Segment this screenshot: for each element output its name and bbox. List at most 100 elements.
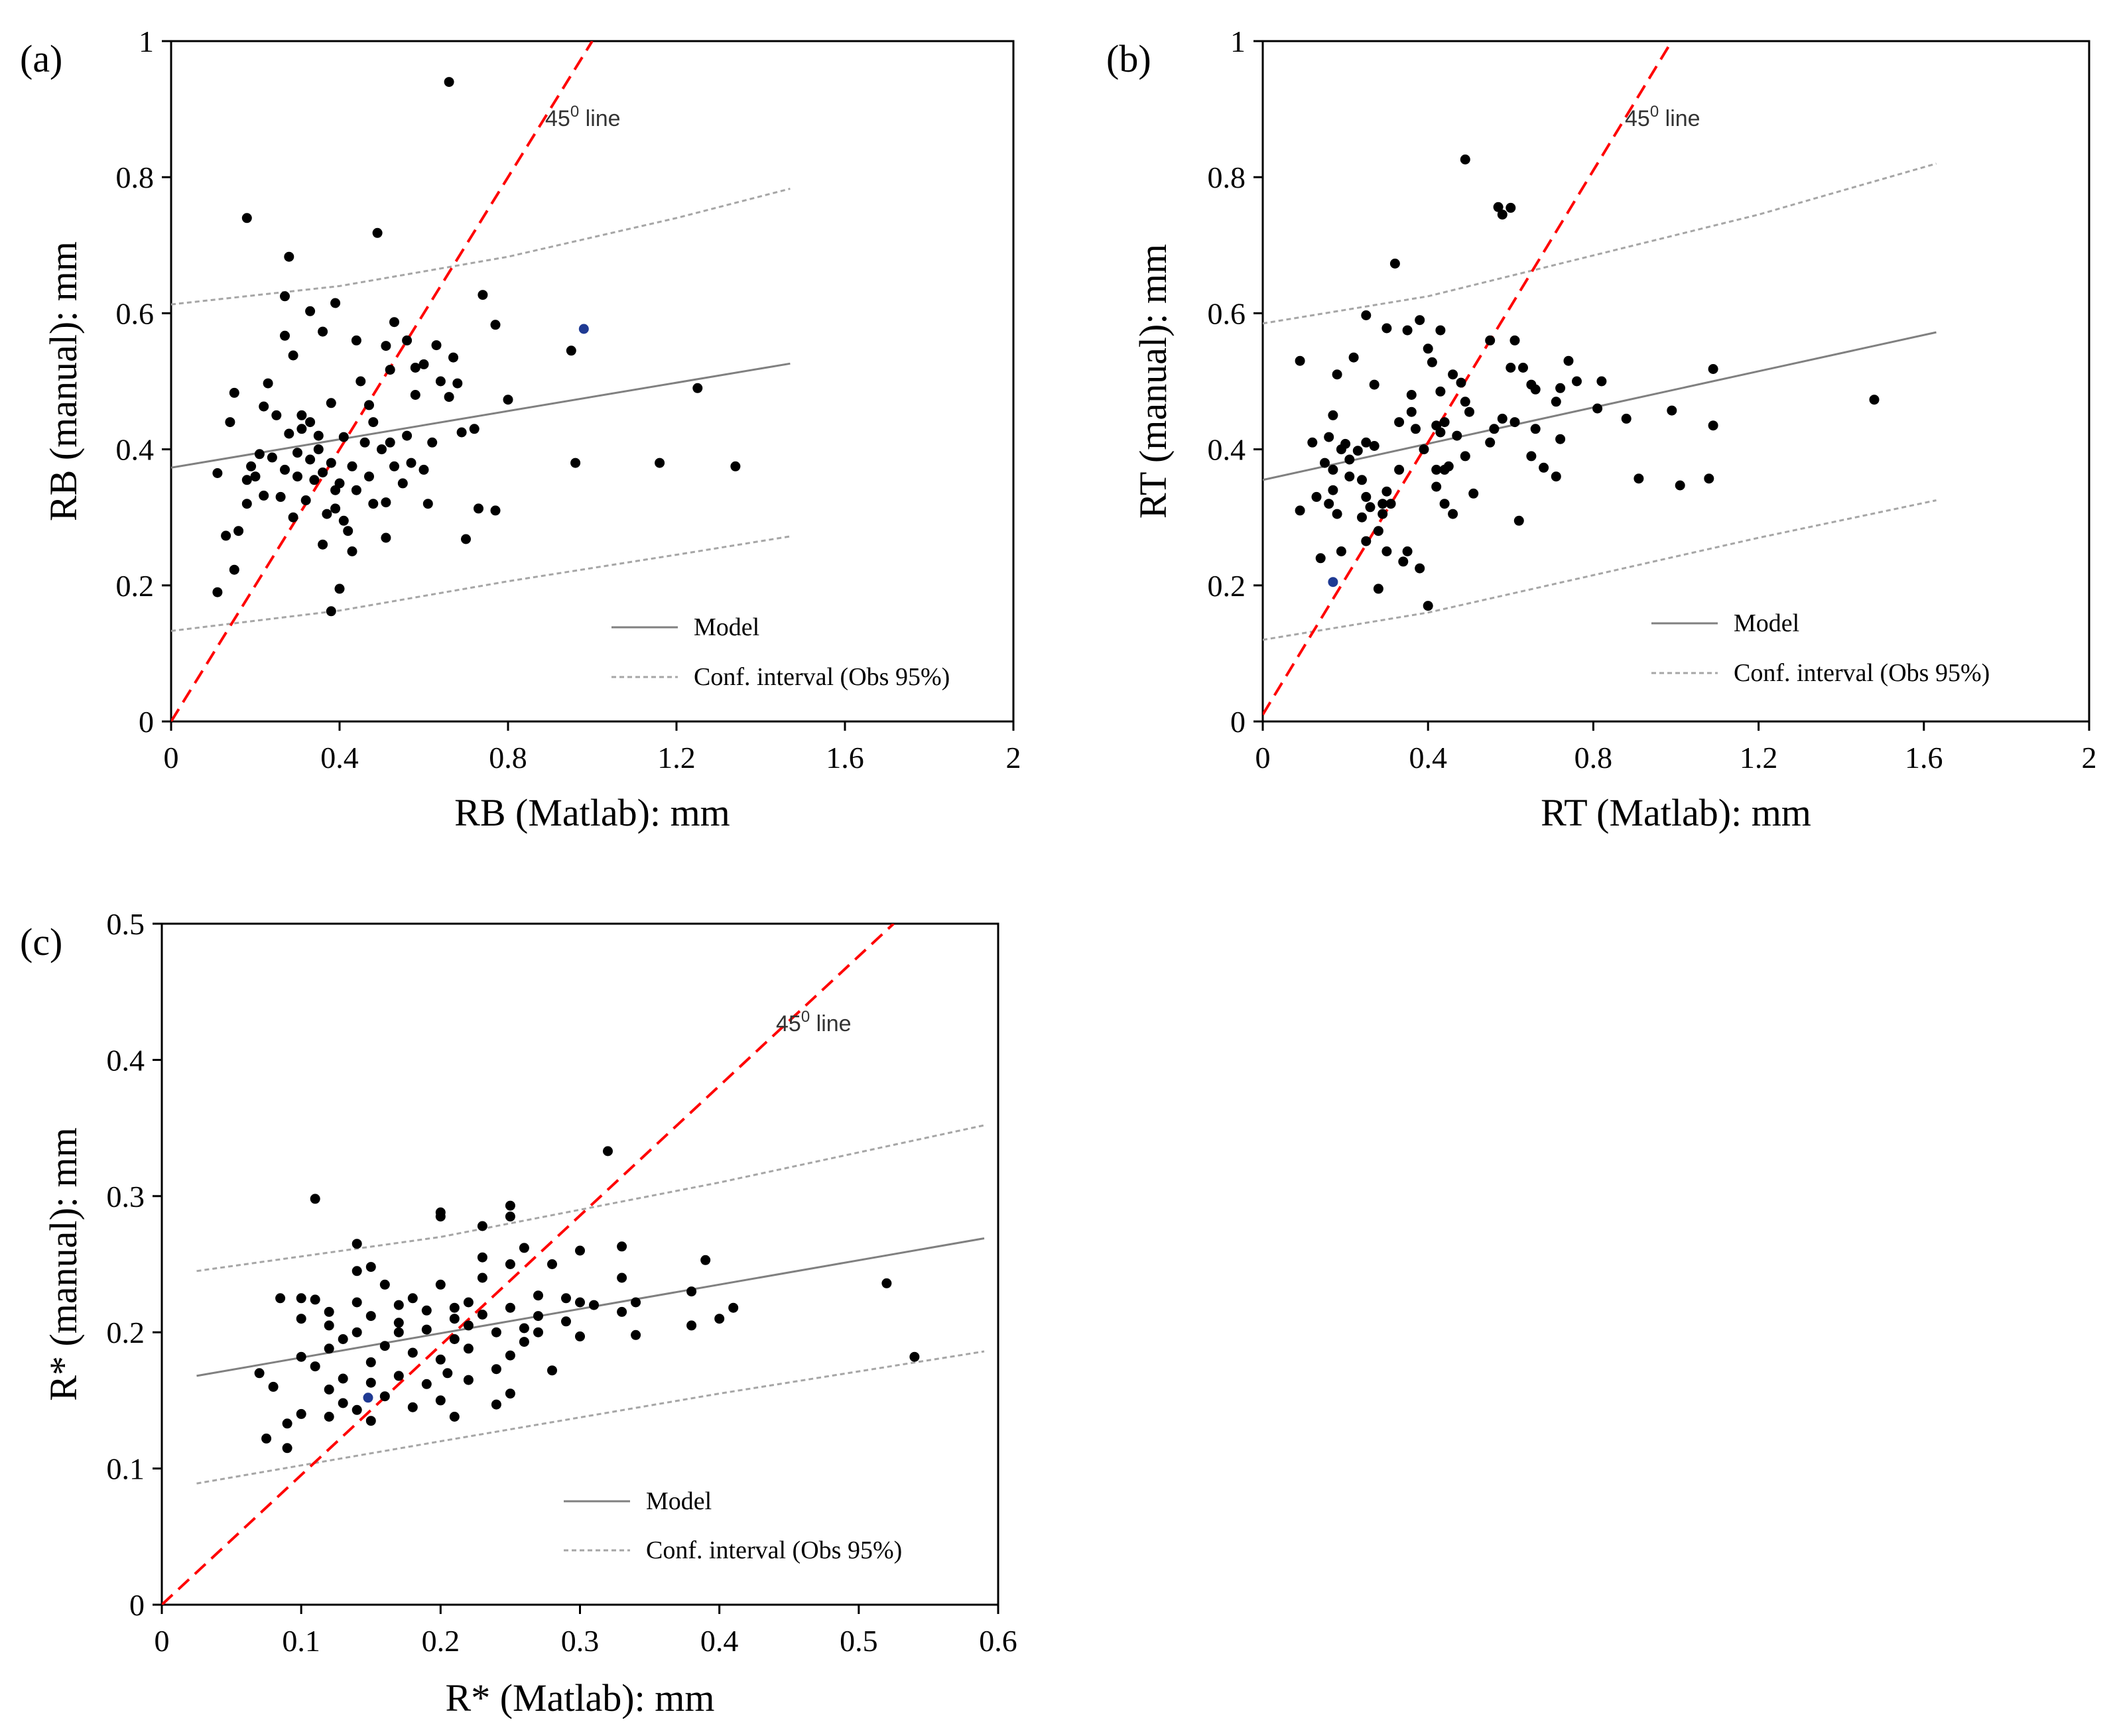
x-tick-label: 0	[155, 1624, 170, 1658]
data-point	[1526, 451, 1537, 462]
data-point	[1348, 352, 1359, 363]
data-point	[212, 468, 223, 478]
data-point	[1332, 369, 1342, 380]
x-tick-label: 0	[1255, 741, 1271, 775]
data-point	[1435, 427, 1446, 438]
data-point	[575, 1331, 585, 1341]
data-point	[490, 505, 501, 516]
data-point	[505, 1259, 515, 1269]
highlighted-data-point	[578, 324, 589, 334]
data-point	[700, 1255, 711, 1265]
data-point	[421, 1379, 432, 1389]
data-point	[241, 499, 252, 509]
data-point	[282, 1443, 292, 1454]
data-point	[212, 587, 223, 597]
data-point	[1332, 509, 1342, 519]
y-tick-label: 0.2	[116, 569, 155, 603]
data-point	[1439, 464, 1450, 475]
data-point	[1398, 556, 1409, 567]
y-tick-label: 0.5	[107, 907, 145, 941]
data-point	[296, 1293, 306, 1304]
data-point	[259, 401, 269, 412]
data-point	[393, 1318, 404, 1328]
data-point	[469, 424, 480, 434]
data-point	[1328, 410, 1338, 420]
data-point	[393, 1371, 404, 1381]
y-tick-label: 0.4	[107, 1043, 145, 1077]
data-point	[1497, 413, 1507, 424]
data-point	[1344, 471, 1355, 482]
y-axis-label: R* (manual): mm	[42, 1127, 85, 1400]
data-point	[338, 1373, 348, 1384]
data-point	[561, 1316, 571, 1327]
data-point	[478, 290, 488, 300]
data-point	[421, 1324, 432, 1335]
data-point	[1423, 601, 1433, 611]
data-point	[1435, 325, 1446, 336]
data-point	[1381, 546, 1392, 556]
data-point	[310, 1294, 320, 1305]
y-tick-label: 0	[139, 705, 154, 739]
data-point	[1551, 471, 1561, 482]
conf-interval-upper-line	[196, 1124, 985, 1272]
data-point	[1596, 376, 1607, 387]
data-point	[365, 1311, 376, 1322]
data-point	[1493, 202, 1504, 212]
data-point	[241, 213, 252, 223]
data-point	[1439, 417, 1450, 428]
data-point	[267, 452, 277, 463]
data-point	[326, 606, 336, 617]
x-axis-label: RB (Matlab): mm	[454, 791, 730, 834]
data-point	[379, 1279, 390, 1290]
data-point	[491, 1399, 501, 1410]
data-point	[477, 1252, 487, 1263]
data-point	[463, 1297, 474, 1308]
data-point	[1419, 444, 1429, 455]
data-point	[330, 485, 341, 495]
legend: Model Conf. interval (Obs 95%)	[1651, 609, 1990, 687]
data-point	[338, 1334, 348, 1344]
data-point	[1361, 437, 1372, 448]
data-point	[338, 1398, 348, 1408]
data-point	[1869, 395, 1880, 405]
data-point	[692, 383, 703, 393]
data-point	[402, 335, 413, 345]
data-point	[1431, 464, 1442, 475]
data-point	[1415, 315, 1425, 326]
data-point	[1456, 377, 1466, 388]
data-point	[324, 1412, 334, 1422]
data-point	[1460, 451, 1470, 462]
data-point	[575, 1245, 585, 1256]
data-point	[330, 503, 341, 514]
data-point	[435, 1279, 446, 1290]
data-point	[407, 1347, 418, 1358]
data-point	[1592, 403, 1603, 414]
model-line	[171, 362, 791, 469]
y-tick-label: 0.6	[116, 296, 155, 330]
data-point	[448, 352, 458, 363]
data-point	[477, 1310, 487, 1320]
data-point	[280, 291, 290, 302]
data-point	[1708, 420, 1718, 431]
data-point	[351, 485, 361, 495]
data-point	[1411, 424, 1421, 434]
conf-interval-upper-line	[1263, 162, 1937, 325]
data-point	[1506, 202, 1516, 213]
data-point	[326, 458, 336, 468]
data-point	[491, 1364, 501, 1375]
y-tick-label: 0.8	[1208, 160, 1246, 194]
data-point	[296, 1408, 306, 1419]
conf-interval-lower-line	[196, 1350, 985, 1485]
data-point	[1357, 512, 1367, 523]
data-point	[1406, 406, 1417, 417]
data-point	[519, 1337, 529, 1347]
data-point	[1513, 515, 1524, 526]
y-tick-label: 1	[1230, 25, 1246, 58]
data-point	[1361, 310, 1372, 320]
data-point	[728, 1302, 739, 1313]
data-point	[477, 1221, 487, 1231]
data-point	[271, 410, 282, 420]
data-point	[280, 330, 290, 341]
data-point	[368, 417, 379, 428]
data-point	[1675, 480, 1685, 491]
